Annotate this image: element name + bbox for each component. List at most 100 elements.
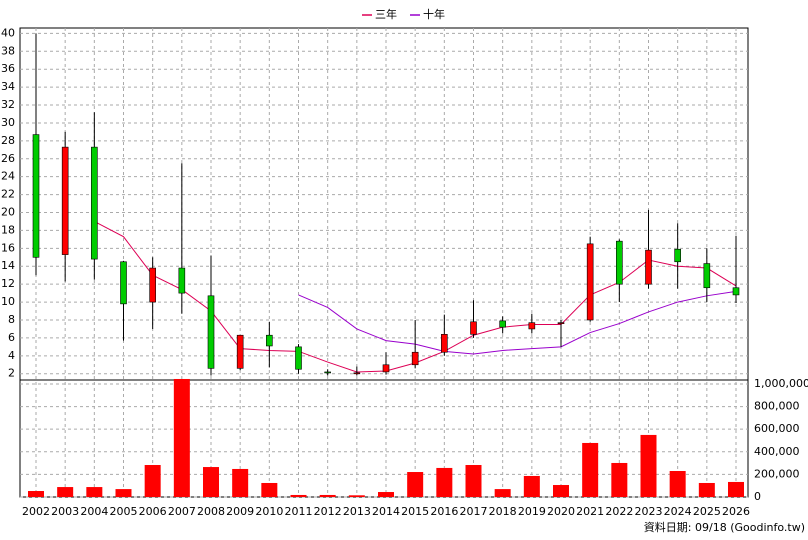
footer: 資料日期: 09/18 (Goodinfo.tw)	[644, 520, 805, 534]
x-tick-label: 2012	[314, 505, 342, 518]
volume-bar	[465, 465, 482, 497]
x-tick-label: 2013	[343, 505, 371, 518]
x-tick-label: 2025	[693, 505, 721, 518]
y2-tick-label: 1,000,000	[754, 377, 808, 390]
y-tick-label: 14	[1, 259, 15, 272]
x-tick-label: 2020	[547, 505, 575, 518]
y2-tick-label: 0	[754, 490, 761, 503]
candle-body	[178, 267, 186, 294]
x-tick-label: 2017	[460, 505, 488, 518]
candle-body	[382, 364, 390, 373]
volume-bar	[378, 492, 394, 497]
y-tick-label: 26	[1, 152, 15, 165]
candle-body	[120, 261, 127, 305]
x-tick-label: 2026	[722, 505, 750, 518]
y-tick-label: 6	[8, 331, 15, 344]
candle-body	[353, 372, 361, 375]
y-tick-label: 28	[1, 134, 15, 147]
y-tick-label: 30	[1, 116, 15, 129]
x-tick-label: 2019	[518, 505, 546, 518]
volume-bar	[115, 489, 132, 497]
y2-tick-label: 800,000	[754, 400, 800, 413]
y2-tick-label: 600,000	[754, 422, 800, 435]
volume-bar	[319, 494, 336, 497]
y-tick-label: 10	[1, 295, 15, 308]
candle-body	[32, 134, 40, 258]
y-tick-label: 40	[1, 26, 15, 39]
y-tick-label: 2	[8, 367, 15, 380]
x-tick-label: 2011	[285, 505, 313, 518]
y-tick-label: 16	[1, 241, 15, 254]
candle-body	[91, 146, 98, 260]
x-tick-label: 2009	[226, 505, 254, 518]
x-tick-label: 2008	[197, 505, 225, 518]
plot-frame	[19, 27, 749, 498]
candle-body	[674, 248, 681, 263]
volume-bar	[144, 465, 161, 497]
x-tick-label: 2006	[139, 505, 167, 518]
x-tick-label: 2024	[664, 505, 692, 518]
y-tick-label: 12	[1, 277, 15, 290]
x-tick-label: 2004	[80, 505, 108, 518]
candle-body	[616, 240, 623, 285]
volume-bar	[640, 434, 657, 497]
volume-bar	[523, 475, 540, 497]
volume-bar	[407, 472, 424, 497]
volume-bar	[611, 462, 628, 497]
y-tick-label: 8	[8, 313, 15, 326]
candle-body	[149, 267, 156, 303]
y-tick-label: 20	[1, 206, 15, 219]
x-tick-label: 2002	[22, 505, 50, 518]
candle-body	[411, 351, 419, 366]
y-tick-label: 36	[1, 62, 15, 75]
legend-label: 三年	[375, 7, 397, 21]
x-tick-label: 2015	[401, 505, 429, 518]
x-tick-label: 2022	[605, 505, 633, 518]
y-tick-label: 18	[1, 223, 15, 236]
candle-body	[61, 146, 69, 255]
candle-body	[557, 322, 565, 324]
candle-body	[703, 263, 711, 289]
candle-body	[295, 346, 302, 370]
x-tick-label: 2003	[51, 505, 79, 518]
candle-body	[499, 320, 506, 328]
volume-bar	[582, 442, 599, 497]
ma-line	[298, 290, 737, 355]
y-tick-label: 34	[1, 80, 15, 93]
x-tick-label: 2018	[489, 505, 517, 518]
candle-body	[528, 322, 536, 330]
volume-bar	[290, 494, 307, 497]
volume-bar	[232, 468, 249, 497]
y-tick-label: 4	[8, 349, 15, 362]
x-tick-label: 2021	[576, 505, 604, 518]
volume-bar	[86, 487, 103, 497]
volume-bar	[698, 482, 715, 497]
volume-bar	[436, 467, 453, 497]
volume-bar	[203, 467, 219, 497]
x-tick-label: 2007	[168, 505, 196, 518]
y-tick-label: 32	[1, 98, 15, 111]
volume-bar	[57, 487, 74, 497]
candle-body	[470, 321, 477, 335]
volume-bar	[728, 481, 744, 497]
y2-tick-label: 400,000	[754, 445, 800, 458]
y-tick-label: 24	[1, 170, 15, 183]
volume-bar	[348, 495, 365, 497]
volume-bar	[28, 491, 44, 497]
x-tick-label: 2005	[110, 505, 138, 518]
volume-bar	[553, 485, 569, 497]
x-tick-label: 2014	[372, 505, 400, 518]
volume-bar	[261, 482, 278, 497]
x-tick-label: 2023	[635, 505, 663, 518]
x-tick-label: 2010	[255, 505, 283, 518]
y2-tick-label: 200,000	[754, 467, 800, 480]
candle-body	[441, 334, 448, 353]
candle-body	[236, 334, 244, 369]
candle-body	[732, 287, 740, 296]
legend-label: 十年	[423, 7, 445, 21]
volume-bar	[173, 378, 190, 497]
x-tick-label: 2016	[430, 505, 458, 518]
candle-body	[586, 243, 594, 321]
volume-bar	[494, 489, 511, 497]
